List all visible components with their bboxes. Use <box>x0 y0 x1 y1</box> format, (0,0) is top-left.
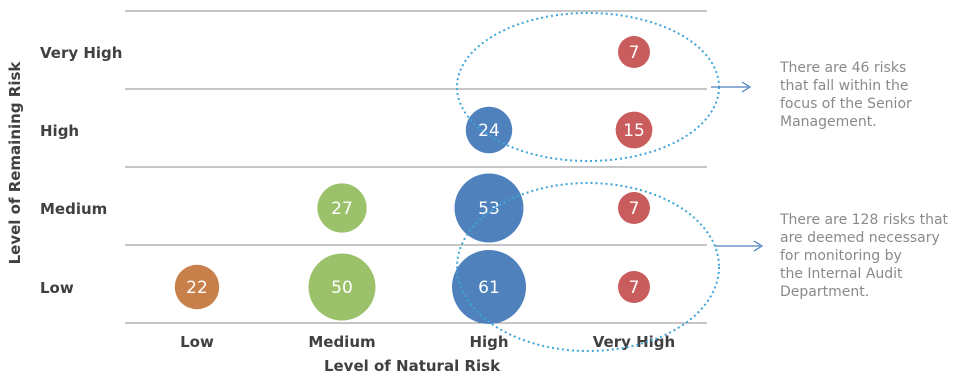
y-tick-label: Very High <box>40 44 122 62</box>
bubble-label: 27 <box>331 199 353 219</box>
bubble-label: 22 <box>186 278 208 298</box>
bubble-label: 24 <box>478 121 500 141</box>
arrow-icon <box>711 81 752 93</box>
y-tick-label: High <box>40 122 79 140</box>
bubble <box>454 173 524 243</box>
bubble-label: 7 <box>629 43 640 63</box>
bubble <box>618 36 650 68</box>
y-tick-label: Low <box>40 279 74 297</box>
arrow-icon <box>715 240 764 252</box>
x-tick-label: Low <box>180 333 214 351</box>
bubble-label: 7 <box>629 278 640 298</box>
x-tick-label: High <box>469 333 508 351</box>
bottom-focus-ellipse <box>456 182 720 352</box>
y-tick-labels: Low Medium High Very High <box>40 44 122 297</box>
bubble-label: 61 <box>478 278 500 298</box>
gridlines <box>125 10 707 324</box>
y-axis-title: Level of Remaining Risk <box>6 61 24 265</box>
bubble <box>615 111 653 149</box>
annotation-senior-management: There are 46 risks that fall within the … <box>780 60 912 130</box>
bubble <box>618 271 650 303</box>
bubble <box>465 106 513 154</box>
highlight-overlays <box>456 12 764 352</box>
bubble <box>618 192 650 224</box>
bubble-label: 53 <box>478 199 500 219</box>
bubble-label: 7 <box>629 199 640 219</box>
x-tick-labels: Low Medium High Very High <box>180 333 675 351</box>
x-tick-label: Very High <box>593 333 675 351</box>
bubble-label: 50 <box>331 278 353 298</box>
y-tick-label: Medium <box>40 200 107 218</box>
x-tick-label: Medium <box>308 333 375 351</box>
bubble <box>308 253 376 321</box>
annotation-internal-audit: There are 128 risks that are deemed nece… <box>780 212 949 300</box>
bubbles: 22 50 27 61 53 24 7 7 15 7 <box>174 36 653 324</box>
x-axis-title: Level of Natural Risk <box>324 357 501 375</box>
bubble <box>317 183 367 233</box>
bubble <box>174 264 220 310</box>
bubble-label: 15 <box>623 121 645 141</box>
